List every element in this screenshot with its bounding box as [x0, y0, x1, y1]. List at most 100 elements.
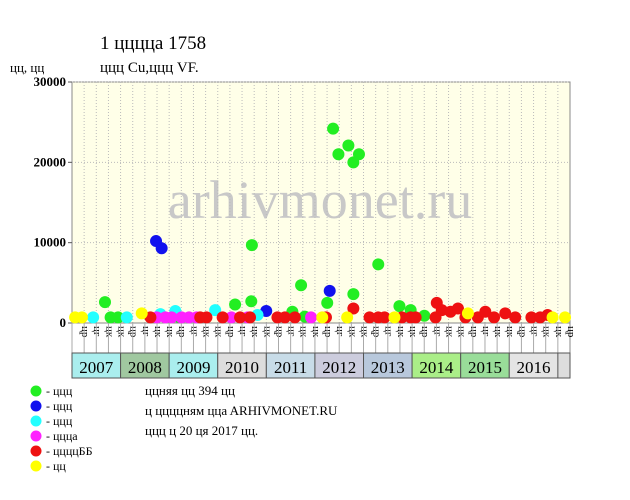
data-point [288, 311, 301, 324]
data-point [347, 288, 360, 301]
year-label: 2016 [517, 358, 551, 377]
year-cell [508, 352, 559, 379]
legend-label: - ццц [46, 384, 73, 398]
y-tick-label: 0 [60, 315, 67, 330]
data-point [120, 311, 133, 324]
data-point [98, 296, 111, 309]
year-label: 2011 [274, 358, 307, 377]
data-point [75, 311, 88, 324]
quarter-label: цг [91, 326, 103, 337]
data-point [323, 284, 336, 297]
legend-label: - ццц [46, 414, 73, 428]
year-label: 2014 [419, 358, 454, 377]
year-label: 2009 [176, 358, 210, 377]
data-point [525, 311, 538, 324]
quarter-label: цк [116, 326, 128, 338]
quarter-label: цр [79, 326, 91, 338]
quarter-label: цр [322, 326, 334, 338]
data-point [327, 122, 340, 135]
quarter-label: цр [419, 326, 431, 338]
quarter-label: цр [468, 326, 480, 338]
watermark: arhivmonet.ru [168, 170, 472, 230]
year-label: 2007 [79, 358, 114, 377]
year-cell [71, 352, 122, 379]
data-point [363, 311, 376, 324]
quarter-label: цг [383, 326, 395, 337]
data-point [244, 311, 257, 324]
data-point [216, 311, 229, 324]
quarter-label: цр [273, 326, 285, 338]
year-label: 2013 [371, 358, 405, 377]
quarter-label: цк [310, 326, 322, 338]
quarter-label: цк [407, 326, 419, 338]
chart-subtitle: ццц Cu,ццц VF. [100, 60, 199, 76]
quarter-label: цк [346, 326, 358, 338]
quarter-label: цк [395, 326, 407, 338]
data-point [388, 311, 401, 324]
data-point [209, 304, 222, 317]
quarter-label: цр [128, 326, 140, 338]
quarter-label: цг [480, 326, 492, 337]
data-point [393, 300, 406, 313]
data-point [559, 311, 572, 324]
year-label: 2010 [225, 358, 259, 377]
quarter-label: цк [103, 326, 115, 338]
quarter-label: цк [541, 326, 553, 338]
data-point [225, 311, 238, 324]
quarter-label: цк [358, 326, 370, 338]
quarter-label: цк [456, 326, 468, 338]
quarter-label: цк [553, 326, 565, 338]
quarter-label: цр [225, 326, 237, 338]
data-point [135, 307, 148, 320]
year-cell [168, 352, 219, 379]
quarter-label: цк [249, 326, 261, 338]
legend-marker [30, 385, 42, 397]
data-point [341, 311, 354, 324]
data-point [245, 239, 258, 252]
data-point [342, 139, 355, 152]
year-cell [411, 352, 462, 379]
data-point [347, 302, 360, 315]
legend-marker [30, 445, 42, 457]
quarter-label: цк [298, 326, 310, 338]
data-point [229, 298, 242, 311]
data-point [409, 311, 422, 324]
data-point [352, 148, 365, 161]
quarter-label: цр [565, 326, 577, 338]
legend-label: - ццц [46, 399, 73, 413]
quarter-label: цк [213, 326, 225, 338]
data-point [461, 307, 474, 320]
data-point [200, 311, 213, 324]
quarter-label: цг [237, 326, 249, 337]
legend-marker [30, 415, 42, 427]
legend-label: - ццццББ [46, 444, 93, 458]
data-point [332, 148, 345, 161]
quarter-label: цк [261, 326, 273, 338]
y-tick-label: 30000 [34, 74, 67, 89]
data-point [155, 242, 168, 255]
quarter-label: цр [371, 326, 383, 338]
data-point [295, 279, 308, 292]
quarter-label: цг [334, 326, 346, 337]
data-point [378, 311, 391, 324]
year-cell [120, 352, 170, 379]
quarter-label: цг [140, 326, 152, 337]
data-point [372, 258, 385, 271]
data-point [499, 307, 512, 320]
data-point [546, 311, 559, 324]
info-text: ццц ц 20 ця 2017 цц. [145, 423, 258, 438]
quarter-label: цг [188, 326, 200, 337]
year-label: 2008 [128, 358, 162, 377]
legend-label: - цц [46, 459, 66, 473]
data-point [112, 311, 125, 324]
data-point [509, 311, 522, 324]
data-point [479, 305, 492, 318]
legend-marker [30, 430, 42, 442]
legend-marker [30, 400, 42, 412]
data-point [305, 311, 318, 324]
year-label: 2012 [322, 358, 356, 377]
info-text: ццняя цц 394 цц [145, 383, 235, 398]
legend-label: - цццa [46, 429, 78, 443]
y-tick-label: 10000 [34, 235, 67, 250]
